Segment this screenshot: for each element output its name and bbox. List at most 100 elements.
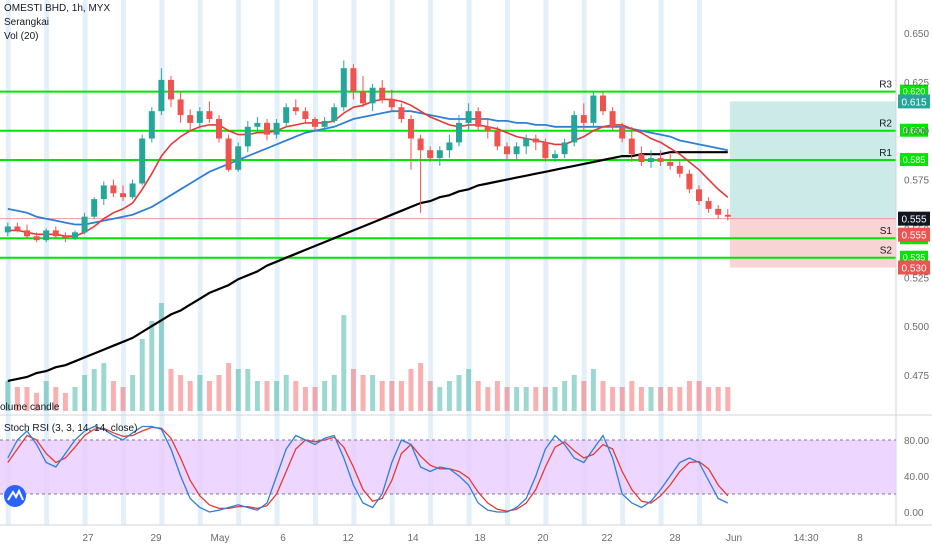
candle-body	[398, 107, 405, 119]
session-band	[121, 0, 126, 525]
rsi-band	[0, 440, 896, 494]
volume-bar	[130, 375, 136, 411]
candle-body	[504, 146, 510, 155]
level-badge-text: 0.535	[903, 253, 926, 263]
volume-bar	[158, 303, 164, 411]
level-label-r3: R3	[879, 80, 892, 91]
candle-body	[609, 111, 616, 127]
volume-bar	[331, 375, 337, 411]
candle-body	[561, 142, 568, 155]
volume-bars	[5, 303, 731, 411]
candle-body	[724, 214, 731, 217]
level-label-r2: R2	[879, 119, 892, 130]
volume-bar	[72, 387, 78, 411]
candle-body	[388, 99, 395, 108]
volume-bar	[696, 381, 702, 411]
candle-body	[225, 138, 232, 170]
candle-body	[705, 201, 712, 209]
candle-body	[331, 107, 338, 121]
volume-bar	[427, 381, 433, 411]
session-band	[505, 0, 510, 525]
session-band	[581, 0, 587, 525]
volume-indicator-label: Vol (20)	[4, 31, 39, 42]
candle-body	[619, 126, 626, 139]
volume-bar	[398, 381, 404, 411]
session-band	[428, 0, 434, 525]
volume-bar	[379, 381, 385, 411]
level-badge	[900, 153, 928, 167]
volume-bar	[34, 393, 40, 411]
volume-bar	[686, 381, 692, 411]
volume-bar	[14, 387, 20, 411]
volume-bar	[494, 381, 500, 411]
candle-body	[350, 68, 357, 92]
price-badge	[898, 227, 930, 242]
candle-body	[427, 150, 434, 159]
time-tick-label: 18	[474, 533, 486, 544]
volume-bar	[350, 369, 356, 411]
level-label-r1: R1	[879, 148, 892, 159]
volume-bar	[466, 369, 472, 411]
volume-bar	[533, 387, 539, 411]
volume-bar	[629, 381, 635, 411]
volume-bar	[514, 387, 520, 411]
stop-zone	[729, 218, 896, 268]
volume-bar	[590, 369, 596, 411]
candle-body	[244, 126, 251, 147]
volume-bar	[91, 369, 97, 411]
level-badge-text: 0.600	[903, 126, 926, 136]
volume-bar	[370, 375, 376, 411]
volume-bar	[206, 381, 212, 411]
volume-bar	[610, 387, 616, 411]
volume-bar	[149, 321, 155, 411]
candle-body	[532, 138, 539, 143]
volume-bar	[293, 381, 299, 411]
price-axis: 0.4750.5000.5250.5500.5750.6000.6250.650…	[0, 0, 932, 525]
symbol-title: OMESTI BHD, 1h, MYX	[4, 3, 111, 14]
volume-pane-label: olume candle	[0, 402, 60, 413]
ma-fast-line	[7, 98, 729, 237]
session-band	[159, 0, 165, 525]
volume-bar	[581, 381, 587, 411]
volume-bar	[312, 387, 318, 411]
candle-body	[465, 111, 472, 123]
candle-body	[552, 154, 558, 159]
price-tick-label: 0.600	[904, 127, 929, 138]
price-badge	[898, 211, 930, 226]
tradingview-logo[interactable]	[4, 485, 26, 507]
candle-body	[33, 236, 40, 241]
candle-body	[667, 161, 674, 166]
session-band	[351, 0, 357, 525]
session-band	[389, 0, 395, 525]
price-tick-label: 0.500	[904, 322, 929, 333]
candle-body	[139, 138, 146, 184]
time-tick-label: 28	[669, 533, 681, 544]
ma-slow-line	[7, 151, 728, 382]
stoch-rsi-label: Stoch RSI (3, 3, 14, 14, close)	[4, 423, 138, 434]
candle-body	[494, 130, 501, 147]
session-band	[697, 0, 702, 525]
price-tick-label: 0.575	[904, 176, 929, 187]
volume-bar	[456, 375, 462, 411]
volume-bar	[168, 369, 174, 411]
candle-body	[72, 232, 78, 239]
candle-body	[580, 115, 587, 123]
session-band	[82, 0, 88, 525]
candle-body	[686, 173, 693, 190]
stoch-rsi-pane: 0.00 40.00 80.00	[0, 425, 929, 519]
volume-bar	[552, 387, 558, 411]
time-tick-label: May	[211, 533, 230, 544]
session-band	[44, 0, 50, 525]
candle-body	[206, 111, 213, 119]
price-tick-label: 0.525	[904, 273, 929, 284]
candle-body	[571, 115, 578, 143]
volume-bar	[619, 387, 625, 411]
volume-bar	[571, 375, 577, 411]
candle-body	[148, 111, 155, 139]
candle-body	[590, 95, 597, 123]
moving-averages	[7, 98, 729, 382]
volume-bar	[53, 387, 59, 411]
volume-bar	[226, 363, 232, 411]
